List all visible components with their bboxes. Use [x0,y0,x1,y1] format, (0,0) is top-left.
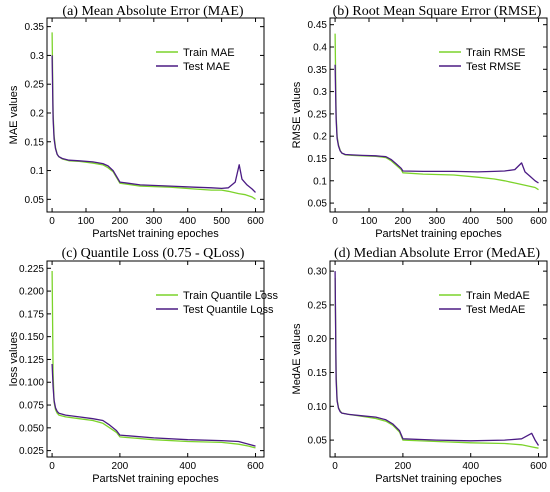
y-tick-label: 0.15 [25,137,45,148]
x-tick-label: 200 [395,216,412,227]
y-tick-label: 0.30 [308,267,328,278]
y-tick-label: 0.025 [19,446,44,457]
y-tick-label: 0.05 [308,436,328,447]
x-tick-label: 600 [530,216,547,227]
series-line-test [334,64,539,184]
y-tick-label: 0.25 [308,300,328,311]
y-tick-label: 0.4 [313,42,327,53]
y-tick-label: 0.3 [30,51,44,62]
x-tick-label: 0 [49,461,55,472]
x-tick-label: 400 [179,216,196,227]
x-tick-label: 200 [112,461,129,472]
x-tick-label: 0 [332,216,338,227]
y-tick-label: 0.1 [313,176,327,187]
x-tick-label: 300 [145,216,162,227]
y-tick-label: 0.25 [308,109,328,120]
y-tick-label: 0.35 [308,65,328,76]
y-tick-label: 0.35 [25,22,45,33]
y-tick-label: 0.15 [308,368,328,379]
y-axis-label: loss values [8,331,20,386]
x-tick-label: 300 [428,216,445,227]
series-line-test [51,55,256,193]
y-tick-label: 0.15 [308,154,328,165]
panel-mae-chart: (a) Mean Absolute Error (MAE) 0 100 200 300 4… [8,4,265,240]
y-tick-label: 0.25 [25,80,45,91]
legend-label-train: Train MAE [183,47,235,59]
x-tick-label: 600 [247,461,264,472]
panel-medae-chart: (d) Median Absolute Error (MedAE) 0 200 400… [291,246,548,485]
y-tick-label: 0.050 [19,423,44,434]
x-tick-label: 200 [112,216,129,227]
x-tick-label: 600 [247,216,264,227]
x-tick-label: 200 [395,461,412,472]
y-tick-label: 0.45 [308,20,328,31]
y-tick-label: 0.1 [30,166,44,177]
series-line-train [51,270,256,449]
x-tick-label: 400 [462,461,479,472]
y-tick-label: 0.225 [19,264,44,275]
x-axis-label: PartsNet training epoches [375,228,502,240]
panel-quantile-loss-chart: (c) Quantile Loss (0.75 - QLoss) 0 200 400 6… [8,246,278,485]
y-tick-label: 0.200 [19,287,44,298]
legend-label-train: Train MedAE [466,290,530,302]
y-tick-label: 0.05 [308,199,328,210]
x-tick-label: 500 [213,216,230,227]
x-tick-label: 100 [78,216,95,227]
legend-label-train: Train RMSE [466,47,526,59]
x-axis-label: PartsNet training epoches [375,473,502,485]
y-tick-label: 0.20 [308,334,328,345]
legend-label-train: Train Quantile Loss [183,290,278,302]
x-tick-label: 0 [332,461,338,472]
plot-frame [329,17,548,213]
y-tick-label: 0.2 [313,132,327,143]
panel-title: (d) Median Absolute Error (MedAE) [334,246,540,261]
panel-rmse-chart: (b) Root Mean Square Error (RMSE) 0 100 200… [291,4,548,240]
legend-label-test: Test MedAE [466,304,525,316]
y-tick-label: 0.175 [19,309,44,320]
y-tick-label: 0.100 [19,378,44,389]
x-tick-label: 500 [496,216,513,227]
legend-label-test: Test MAE [183,61,230,73]
x-tick-label: 100 [361,216,378,227]
y-tick-label: 0.3 [313,87,327,98]
x-axis-label: PartsNet training epoches [92,228,219,240]
panel-title: (c) Quantile Loss (0.75 - QLoss) [62,246,245,261]
x-axis-label: PartsNet training epoches [92,473,219,485]
legend-label-test: Test RMSE [466,61,521,73]
x-tick-label: 600 [530,461,547,472]
y-tick-label: 0.125 [19,355,44,366]
series-line-test [51,363,256,447]
plot-frame [329,260,548,458]
y-tick-label: 0.150 [19,332,44,343]
y-tick-label: 0.05 [25,195,45,206]
x-tick-label: 400 [179,461,196,472]
plot-frame [46,17,265,213]
x-tick-label: 0 [49,216,55,227]
y-axis-label: RMSE values [291,81,303,148]
panel-title: (b) Root Mean Square Error (RMSE) [333,4,542,19]
panel-title: (a) Mean Absolute Error (MAE) [62,4,244,19]
legend-label-test: Test Quantile Loss [183,304,274,316]
y-axis-label: MedAE values [291,323,303,394]
y-tick-label: 0.10 [308,402,328,413]
series-line-test [334,271,540,446]
y-tick-label: 0.075 [19,401,44,412]
y-tick-label: 0.2 [30,108,44,119]
x-tick-label: 400 [462,216,479,227]
y-axis-label: MAE values [8,85,20,144]
